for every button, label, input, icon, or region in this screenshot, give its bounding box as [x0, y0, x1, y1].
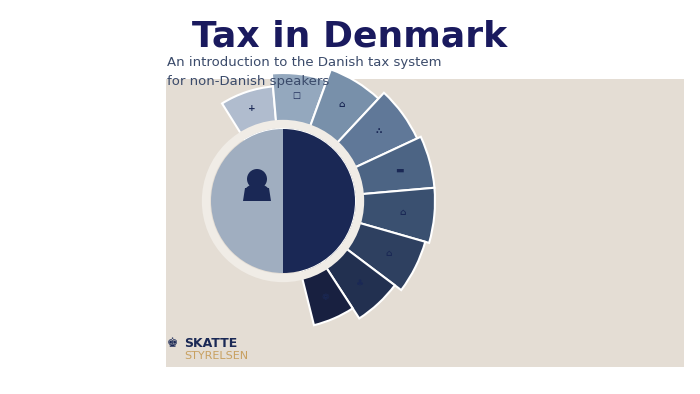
- Wedge shape: [332, 93, 417, 171]
- Text: ⌂: ⌂: [385, 249, 391, 258]
- Wedge shape: [300, 261, 353, 325]
- Bar: [166, 79, 684, 367]
- Wedge shape: [322, 244, 395, 318]
- Text: ❁: ❁: [321, 294, 329, 302]
- Text: ▬: ▬: [395, 165, 403, 175]
- Text: Tax in Denmark: Tax in Denmark: [193, 19, 508, 53]
- Text: SKATTE: SKATTE: [184, 337, 237, 350]
- Wedge shape: [307, 69, 379, 149]
- Wedge shape: [340, 221, 426, 290]
- Circle shape: [247, 169, 267, 189]
- Polygon shape: [243, 188, 271, 201]
- Text: ⌂: ⌂: [339, 100, 345, 109]
- Wedge shape: [283, 129, 355, 273]
- Wedge shape: [272, 73, 327, 133]
- Text: ☐: ☐: [293, 92, 301, 101]
- Text: ⌂: ⌂: [399, 208, 406, 217]
- Text: STYRELSEN: STYRELSEN: [184, 351, 248, 361]
- Text: ♚: ♚: [167, 337, 178, 350]
- Wedge shape: [222, 86, 276, 140]
- Wedge shape: [352, 188, 435, 243]
- Wedge shape: [211, 129, 283, 273]
- Ellipse shape: [245, 184, 269, 198]
- Text: An introduction to the Danish tax system
for non-Danish speakers: An introduction to the Danish tax system…: [167, 56, 442, 88]
- Text: +: +: [248, 104, 256, 113]
- Text: ♣: ♣: [356, 279, 364, 288]
- Text: ∴: ∴: [375, 127, 382, 136]
- Wedge shape: [349, 137, 435, 195]
